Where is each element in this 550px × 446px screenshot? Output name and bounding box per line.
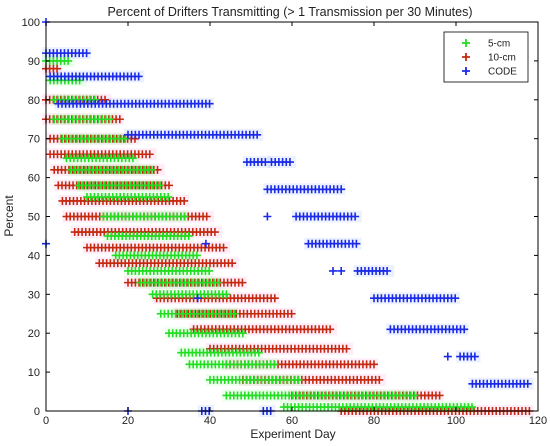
x-tick-label: 20 <box>122 415 134 427</box>
marker-5-cm <box>147 165 156 174</box>
y-tick-label: 30 <box>28 289 40 301</box>
marker-5-cm <box>184 231 193 240</box>
chart-title: Percent of Drifters Transmitting (> 1 Tr… <box>107 5 472 19</box>
x-tick-label: 80 <box>368 415 380 427</box>
marker-code <box>383 266 392 275</box>
marker-10-cm <box>435 391 444 400</box>
marker-code <box>253 130 262 139</box>
marker-code <box>460 325 469 334</box>
marker-10-cm <box>370 360 378 369</box>
marker-5-cm <box>155 181 164 190</box>
marker-10-cm <box>270 294 279 303</box>
marker-5-cm <box>164 193 173 202</box>
marker-10-cm <box>326 325 335 334</box>
marker-code <box>134 72 143 81</box>
marker-5-cm <box>410 391 419 400</box>
legend-marker <box>462 53 470 61</box>
marker-5-cm <box>222 290 231 299</box>
marker-5-cm <box>205 266 214 275</box>
x-tick-label: 60 <box>286 415 298 427</box>
x-axis-label: Experiment Day <box>250 427 335 441</box>
marker-5-cm <box>467 403 476 412</box>
marker-code <box>451 294 460 303</box>
marker-10-cm <box>342 344 351 353</box>
marker-5-cm <box>64 56 73 65</box>
y-tick-label: 70 <box>28 134 40 146</box>
marker-5-cm <box>192 251 201 260</box>
y-axis-label: Percent <box>2 195 16 237</box>
marker-code <box>285 158 294 167</box>
y-tick-label: 80 <box>28 95 40 107</box>
marker-code <box>329 266 337 275</box>
marker-5-cm <box>230 309 239 318</box>
legend-label: CODE <box>488 67 517 78</box>
marker-5-cm <box>254 348 263 357</box>
marker-code <box>443 352 452 361</box>
marker-code <box>201 239 210 248</box>
marker-code <box>523 379 532 388</box>
y-tick-label: 100 <box>22 17 40 29</box>
axis-ticks: 0 20 40 60 80 100 120 0 10 20 30 40 50 60 70 80 90 100 <box>22 17 548 427</box>
marker-5-cm <box>270 360 279 369</box>
marker-10-cm <box>219 243 228 252</box>
legend-box <box>443 31 529 83</box>
marker-5-cm <box>238 329 247 338</box>
x-tick-label: 120 <box>529 415 547 427</box>
y-tick-label: 0 <box>34 406 40 418</box>
marker-code <box>193 294 202 303</box>
marker-code <box>352 239 361 248</box>
marker-5-cm <box>128 154 137 163</box>
marker-10-cm <box>115 115 124 124</box>
marker-10-cm <box>210 228 219 237</box>
y-tick-label: 10 <box>28 367 40 379</box>
marker-10-cm <box>287 309 296 318</box>
legend-marker <box>462 67 470 75</box>
marker-10-cm <box>180 196 189 205</box>
y-tick-label: 60 <box>28 173 40 185</box>
marker-5-cm <box>213 278 222 287</box>
legend-label: 10-cm <box>488 53 516 64</box>
x-tick-label: 100 <box>447 415 465 427</box>
x-tick-label: 40 <box>204 415 216 427</box>
legend: 5-cm 10-cm CODE <box>443 31 529 83</box>
marker-code <box>263 212 272 221</box>
marker-code <box>337 266 346 275</box>
marker-code <box>470 352 479 361</box>
marker-code <box>351 212 360 221</box>
marker-5-cm <box>294 375 303 384</box>
data-marks <box>42 18 534 417</box>
marker-10-cm <box>165 181 173 190</box>
y-tick-label: 20 <box>28 328 40 340</box>
y-tick-label: 90 <box>28 56 40 68</box>
marker-code <box>337 185 346 194</box>
legend-label: 5-cm <box>488 39 510 50</box>
marker-10-cm <box>238 278 247 287</box>
marker-code <box>205 99 214 108</box>
marker-10-cm <box>202 212 211 221</box>
marker-10-cm <box>145 150 154 159</box>
marker-code <box>82 49 91 58</box>
marker-10-cm <box>375 375 384 384</box>
legend-marker <box>462 39 470 47</box>
marker-5-cm <box>105 115 114 124</box>
marker-5-cm <box>180 212 189 221</box>
marker-10-cm <box>53 64 62 73</box>
marker-10-cm <box>228 259 237 268</box>
y-tick-label: 40 <box>28 250 40 262</box>
y-tick-label: 50 <box>28 212 40 224</box>
x-tick-label: 0 <box>43 415 49 427</box>
